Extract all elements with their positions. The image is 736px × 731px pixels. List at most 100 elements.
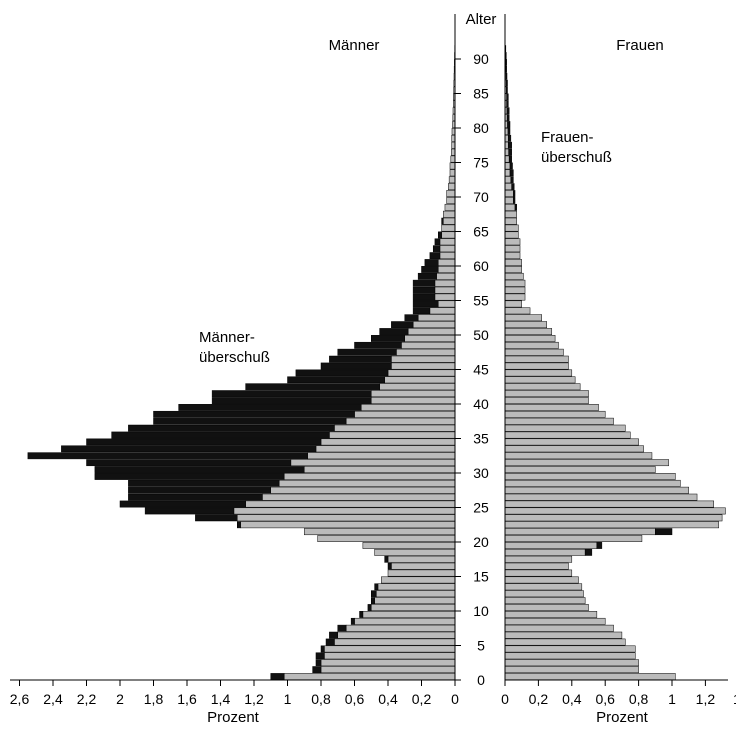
male-surplus-annotation: Männer-überschuß	[199, 329, 270, 366]
female-bar	[504, 445, 644, 453]
female-surplus-bar	[506, 86, 508, 94]
female-surplus-bar	[513, 190, 516, 197]
female-bar	[504, 417, 614, 425]
male-bar	[438, 259, 456, 266]
male-bar	[438, 300, 456, 308]
male-bar	[449, 162, 456, 170]
female-bar	[504, 631, 623, 639]
male-surplus-bar	[412, 286, 436, 294]
male-bar	[304, 466, 456, 473]
left-x-tick-label: 0,6	[345, 691, 365, 707]
annotation-line: überschuß	[199, 349, 270, 366]
male-surplus-bar	[329, 355, 392, 363]
female-bar	[504, 597, 586, 605]
male-surplus-bar	[128, 479, 280, 487]
female-bar	[504, 431, 631, 439]
male-xaxis-label: Prozent	[207, 709, 260, 726]
female-bar	[504, 203, 516, 211]
female-bar	[504, 176, 512, 184]
female-bar	[504, 383, 581, 391]
male-bar	[434, 293, 456, 301]
female-bar	[504, 217, 517, 225]
male-bar	[278, 479, 456, 487]
male-surplus-bar	[429, 252, 441, 260]
male-bar	[396, 348, 456, 356]
male-surplus-bar	[359, 611, 364, 618]
female-surplus-bar	[508, 155, 512, 163]
male-surplus-bar	[367, 604, 372, 611]
male-bar	[391, 355, 456, 363]
annotation-line: Frauen-	[541, 129, 594, 146]
male-bar	[317, 535, 456, 542]
female-bar	[504, 376, 576, 384]
female-surplus-bar	[505, 72, 508, 80]
left-x-tick-label: 0,8	[311, 691, 331, 707]
right-x-ticks: 0 0,2 0,4 0,6 0,8 1 1,2 1,	[501, 680, 736, 707]
male-surplus-bar	[384, 555, 389, 563]
male-bar	[446, 197, 456, 204]
left-x-tick-label: 0,4	[378, 691, 398, 707]
female-bar	[504, 528, 656, 536]
male-bar	[362, 611, 456, 618]
male-surplus-bar	[404, 314, 419, 322]
male-surplus-bar	[337, 348, 397, 356]
right-x-tick-label: 0,8	[629, 691, 649, 707]
male-surplus-bar	[320, 362, 392, 370]
male-surplus-bar	[211, 390, 372, 398]
female-surplus-bar	[505, 59, 507, 66]
male-bar	[354, 617, 456, 625]
female-surplus-bar	[505, 52, 507, 59]
male-surplus-bar	[421, 266, 439, 273]
left-x-tick-label: 1,2	[244, 691, 264, 707]
male-surplus-bar	[434, 238, 441, 246]
right-x-tick-label: 1	[668, 691, 676, 707]
male-bar	[384, 376, 456, 384]
female-bar	[504, 148, 509, 156]
female-bar	[504, 666, 639, 674]
right-x-tick-label: 1,2	[696, 691, 716, 707]
male-surplus-bar	[270, 673, 285, 680]
age-tick-label: 30	[473, 465, 489, 481]
female-surplus-bar	[507, 128, 511, 135]
age-tick-label: 65	[473, 224, 489, 240]
age-tick-label: 0	[477, 672, 485, 688]
female-bar	[504, 245, 521, 253]
male-surplus-bar	[354, 341, 402, 349]
left-x-tick-label: 0,2	[412, 691, 432, 707]
age-axis-ticks: 0 5 10 15 20 25 30 35 40 45 50 55 60 65 70 75 80 85 90	[455, 51, 489, 688]
male-bars	[27, 45, 456, 680]
male-bar	[407, 328, 456, 335]
right-x-tick-label: 0,6	[595, 691, 615, 707]
female-bar	[504, 355, 569, 363]
age-tick-label: 60	[473, 258, 489, 274]
female-bar	[504, 548, 586, 556]
female-bar	[504, 500, 714, 508]
female-bar	[504, 341, 559, 349]
male-bar	[446, 190, 456, 197]
female-bar	[504, 224, 519, 232]
female-bar	[504, 535, 643, 542]
female-bar	[504, 369, 573, 377]
left-x-tick-label: 2,4	[43, 691, 63, 707]
female-bar	[504, 252, 521, 260]
male-bar	[307, 452, 456, 460]
annotation-line: Männer-	[199, 329, 255, 346]
male-bar	[434, 286, 456, 294]
female-bar	[504, 390, 589, 398]
female-bar	[504, 562, 569, 570]
female-surplus-bar	[506, 93, 509, 101]
male-bar	[245, 500, 456, 508]
female-bar	[504, 638, 626, 646]
female-bar	[504, 514, 723, 522]
male-bar	[436, 272, 456, 280]
male-bar	[345, 417, 456, 425]
female-bars	[504, 45, 726, 680]
female-bar	[504, 590, 584, 598]
male-bar	[443, 217, 456, 225]
right-x-tick-label: 1,	[733, 691, 736, 707]
female-bar	[504, 479, 681, 487]
male-bar	[438, 266, 456, 273]
female-bar	[504, 286, 526, 294]
male-bar	[439, 252, 456, 260]
female-bar	[504, 141, 509, 149]
